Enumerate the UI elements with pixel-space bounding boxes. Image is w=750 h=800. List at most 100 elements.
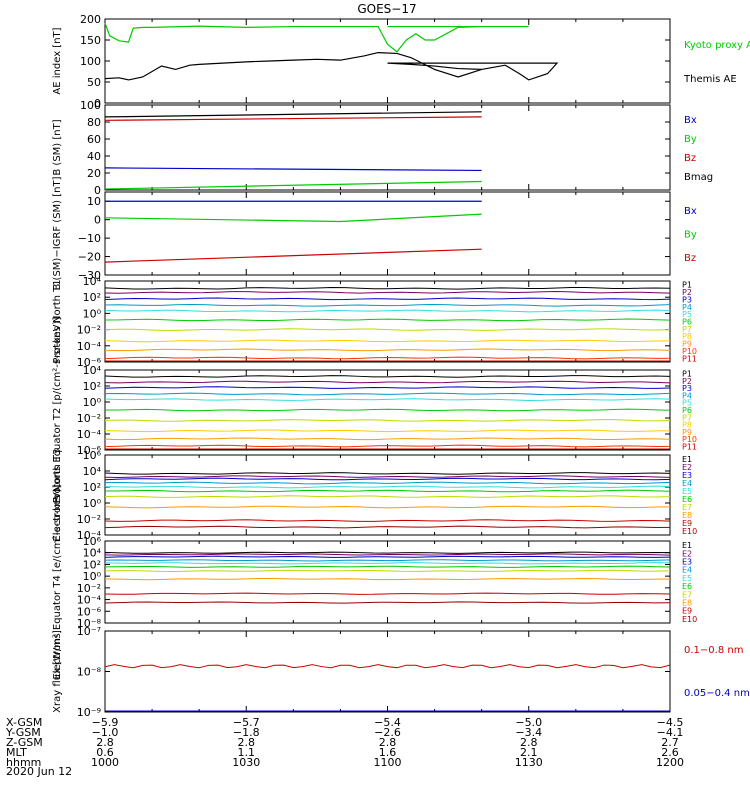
x-axis-block: X-GSM −5.9 −5.7 −5.4 −5.0 −4.5 Y-GSM −1.0 −1.8 −2…: [5, 716, 684, 769]
legend-label: Kyoto proxy AE: [684, 40, 750, 51]
channel-line-p6: [104, 408, 671, 412]
legend-label: P7: [682, 325, 692, 334]
channel-line-p8: [104, 339, 671, 343]
y-tick-label: 10⁻⁶: [77, 356, 102, 369]
series-line-by: [104, 180, 482, 190]
legend-label: P3: [682, 384, 692, 393]
y-axis-label: B (SM) [nT]: [52, 119, 63, 175]
y-tick-label: 10²: [83, 291, 101, 304]
legend-label: E10: [682, 527, 697, 536]
channel-line-e8: [104, 577, 671, 581]
channel-line-e8: [104, 505, 671, 509]
y-tick-label: 10⁻²: [77, 324, 101, 337]
y-tick-label: 10⁻⁴: [77, 594, 102, 607]
y-tick-label: −30: [78, 269, 101, 282]
legend-label: E7: [682, 503, 692, 512]
figure-title: GOES−17: [357, 2, 416, 16]
legend-label: Bx: [684, 206, 697, 217]
series-line-kyoto-proxy-ae: [104, 22, 529, 53]
legend-label: E4: [682, 479, 692, 488]
legend-label: P3: [682, 295, 692, 304]
legend-label: E4: [682, 566, 692, 575]
legend-label: E5: [682, 487, 692, 496]
series-line-by: [104, 213, 482, 223]
x-row-value: −3.4: [515, 726, 542, 739]
channel-line-p1: [104, 286, 671, 290]
legend-label: P6: [682, 318, 692, 327]
panel-5: 10⁻⁶ 10⁻⁴ 10⁻² 10⁰ 10² 10⁴ Protons Equator T2 …: [52, 317, 697, 504]
x-row-value: −2.6: [374, 726, 401, 739]
channel-line-e5: [104, 562, 671, 565]
y-tick-label: 50: [87, 76, 101, 89]
x-row-label: MLT: [6, 746, 27, 759]
legend-label: By: [684, 230, 697, 241]
x-row-value: 2.1: [520, 746, 538, 759]
channel-line-e10: [104, 601, 671, 604]
y-tick-label: 200: [80, 13, 101, 26]
y-tick-label: 20: [87, 167, 101, 180]
y-tick-label: 10⁻²: [77, 582, 101, 595]
y-tick-label: 10⁰: [83, 570, 102, 583]
y-axis-label: Protons Equator T2 [p/(cm²-s-sr-keV)]: [52, 317, 63, 504]
x-row-value: 1130: [515, 756, 543, 769]
channel-line-p7: [104, 419, 671, 422]
channel-line-e5: [104, 485, 671, 489]
channel-line-p9: [104, 437, 671, 441]
y-tick-label: 100: [80, 99, 101, 112]
channel-line-p9: [104, 348, 671, 352]
panel-frame: [104, 191, 671, 276]
y-tick-label: 10⁻⁸: [77, 617, 102, 630]
legend-label: E8: [682, 599, 692, 608]
legend-label: P2: [682, 288, 692, 297]
series-line-bz: [104, 116, 482, 121]
y-tick-label: 10⁻⁶: [77, 444, 102, 457]
x-row-value: −1.0: [92, 726, 119, 739]
panel-1: 0 50 100 150 200 AE index [nT] Kyoto proxy AE T…: [52, 13, 750, 110]
y-tick-label: 10⁶: [83, 535, 102, 548]
legend-label: E3: [682, 558, 692, 567]
legend-label: P10: [682, 435, 697, 444]
y-tick-label: 10²: [83, 558, 101, 571]
legend-label: P11: [682, 442, 697, 451]
legend-label: Themis AE: [683, 74, 737, 85]
legend-label: Bz: [684, 253, 696, 264]
y-tick-label: 10⁻⁸: [77, 666, 102, 679]
channel-line-p3: [104, 297, 671, 301]
x-row-value: −4.1: [657, 726, 684, 739]
x-row-value: 2.8: [238, 736, 256, 749]
channel-line-p7: [104, 328, 671, 331]
channel-line-p4: [104, 303, 671, 307]
legend-label: E5: [682, 574, 692, 583]
channel-line-p10: [104, 444, 671, 448]
panel-2: 0 20 40 60 80 100 B (SM) [nT] Bx By Bz Bmag: [52, 99, 713, 197]
y-tick-label: 10²: [83, 380, 101, 393]
y-tick-label: 10⁴: [83, 547, 102, 560]
x-row-value: 1.6: [379, 746, 397, 759]
y-tick-label: 10⁻⁹: [77, 706, 101, 719]
x-row-value: −5.4: [374, 716, 401, 729]
channel-line-e9: [104, 592, 671, 595]
y-axis-label: Protons North T1: [52, 279, 63, 363]
y-tick-label: 10⁶: [83, 449, 102, 462]
y-axis-label: Xray flux [W/m²]: [52, 630, 63, 713]
y-tick-label: 0: [94, 214, 101, 227]
legend-label: E2: [682, 549, 692, 558]
legend-label: Bmag: [684, 172, 713, 183]
legend-label: 0.05−0.4 nm: [684, 688, 750, 699]
legend-label: P9: [682, 340, 692, 349]
legend-label: P1: [682, 281, 692, 290]
legend-label: Bz: [684, 153, 696, 164]
y-tick-label: 10⁻⁴: [77, 340, 102, 353]
x-row-value: 1030: [232, 756, 260, 769]
legend-label: P2: [682, 377, 692, 386]
channel-line-e3: [104, 555, 671, 558]
channel-line-p1: [104, 375, 671, 378]
series-line-bz: [104, 248, 482, 263]
y-axis-label: Electrons North T3: [52, 448, 63, 541]
y-tick-label: 10⁻⁴: [77, 428, 102, 441]
legend-label: P5: [682, 399, 692, 408]
